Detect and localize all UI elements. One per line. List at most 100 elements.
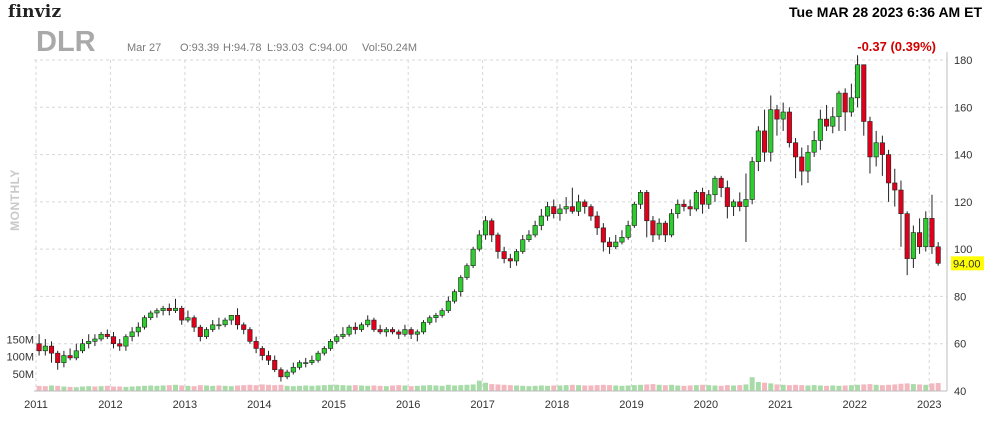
volume-bar [421,385,427,391]
candle-body [141,317,148,328]
volume-bar [483,382,489,391]
candle-body [836,92,842,118]
volume-bar [352,385,358,391]
volume-bar [917,384,923,391]
candle-body [569,206,575,212]
candle-body [669,213,675,236]
candle-body [377,329,383,333]
volume-bar [892,384,898,391]
volume-bar [749,377,755,391]
volume-bar [315,385,321,391]
volume-bar [104,385,110,391]
candle-body [414,331,420,335]
candle-body [489,220,495,236]
candle-body [681,203,687,207]
volume-bar [303,385,309,391]
candle-body [352,326,358,330]
candle-body [731,201,737,207]
volume-bar [848,385,854,391]
volume-bar [904,383,910,391]
volume-bar [569,384,575,391]
candle-body [898,189,904,214]
volume-bar [129,386,135,391]
candle-body [86,341,92,345]
volume-bar [73,387,79,391]
finviz-logo: finviz [8,2,62,22]
volume-bar [433,385,439,391]
volume-bar [371,385,377,391]
candle-body [607,241,613,248]
volume-bar [786,385,792,391]
candle-body [786,111,792,144]
candle-body [774,109,780,120]
candle-body [247,329,253,342]
volume-bar [290,386,296,391]
candle-body [724,187,730,207]
year-tick-label: 2014 [247,399,271,411]
volume-bar [470,384,476,391]
ohlc-high: H:94.78 [223,42,262,54]
volume-bar [253,385,259,391]
candle-body [191,317,197,328]
candle-body [117,343,123,347]
volume-bar [879,385,885,391]
candle-body [793,142,799,158]
volume-bar [662,385,668,391]
candle-body [92,338,98,342]
candle-body [514,251,520,262]
candle-body [935,246,941,264]
volume-bar [910,384,916,391]
volume-bar [873,384,879,391]
candle-body [234,315,241,326]
volume-bar [706,385,712,391]
volume-bar [390,385,396,391]
candle-body [737,201,743,207]
candle-body [42,345,48,352]
candle-body [439,310,445,316]
volume-bar [700,384,706,391]
volume-bar [768,383,774,391]
volume-bar [241,385,247,391]
candle-body [929,218,935,248]
price-tick-label: 120 [954,197,972,209]
price-change: -0.37 (0.39%) [857,39,936,54]
volume-bar [693,385,699,391]
candle-body [700,192,706,205]
price-tick-label: 180 [954,55,972,67]
year-tick-label: 2015 [322,399,346,411]
volume-bar [625,385,631,391]
price-tick-label: 80 [954,291,966,303]
volume-bar [762,382,768,391]
candle-body [867,121,873,158]
year-tick-label: 2013 [173,399,197,411]
candle-body [210,324,216,330]
candle-body [334,336,340,342]
candle-body [321,348,327,354]
candle-body [98,333,104,340]
candle-body [296,362,303,368]
volume-bar [123,386,129,391]
candle-body [799,156,805,172]
volume-bar [377,385,383,391]
candle-body [830,116,836,127]
volume-bar [631,385,637,391]
volume-bar [346,385,352,391]
candle-body [166,307,172,311]
candle-body [433,315,439,319]
volume-bar [80,386,85,391]
candle-body [923,218,929,248]
volume-bar [42,386,48,391]
candle-body [644,192,650,222]
volume-bar [600,384,606,391]
volume-bar [235,385,240,391]
volume-bar [607,385,613,391]
price-candles [36,55,941,382]
volume-bar [439,385,445,391]
volume-bar [731,385,737,391]
volume-bar [898,383,904,391]
candle-body [551,206,557,214]
candle-body [402,329,408,335]
candle-body [861,64,867,122]
volume-bar [935,383,941,391]
